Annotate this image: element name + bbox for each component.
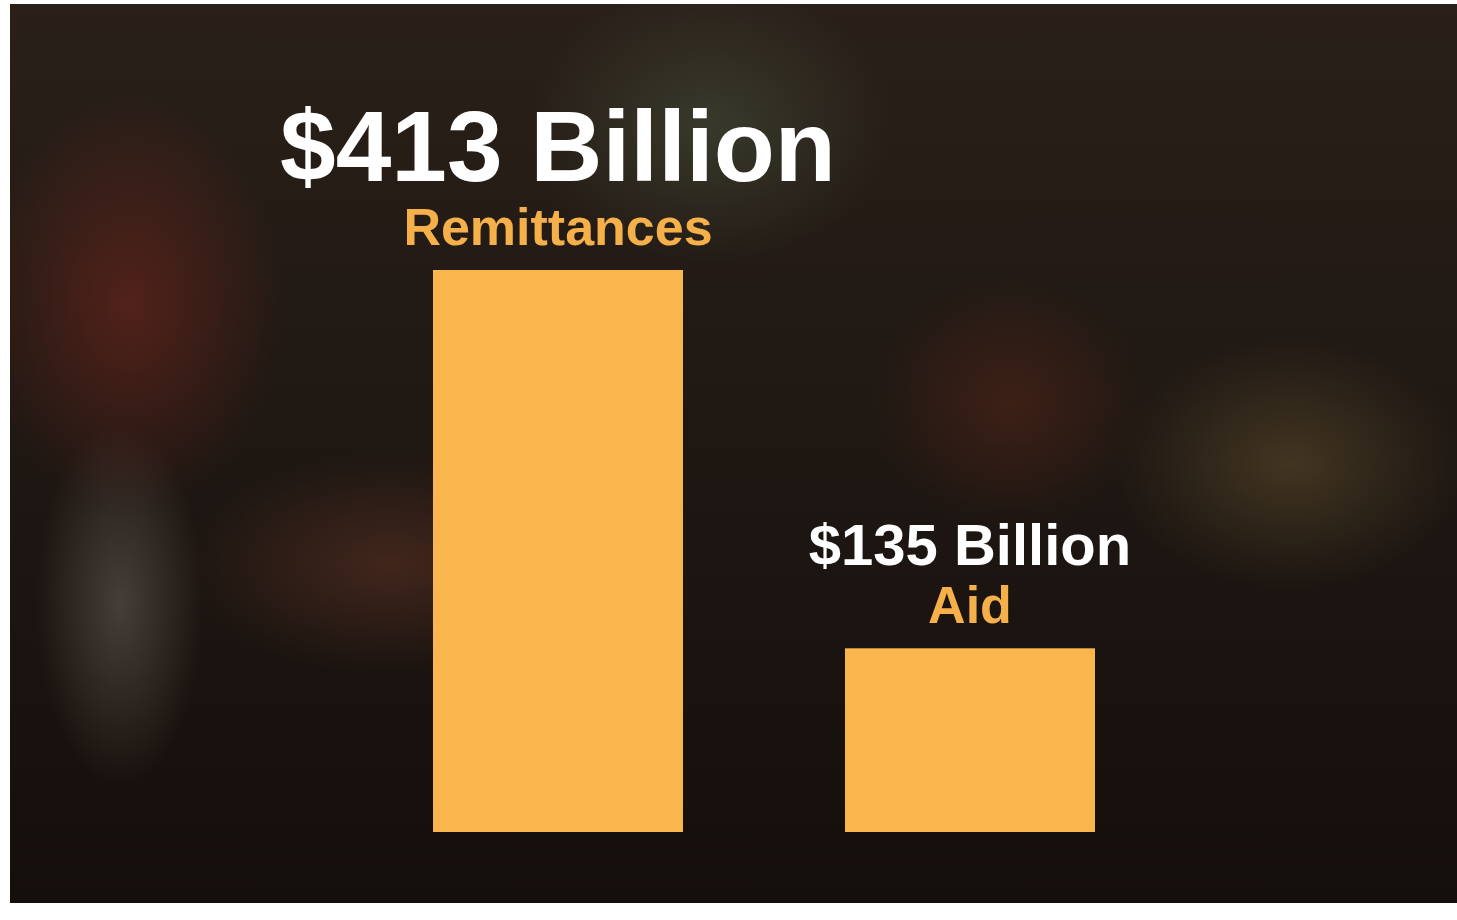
labels: Remittances$413 Billion Aid$135 Billion (280, 90, 1131, 634)
corner-patch (840, 903, 1457, 920)
stage: Remittances$413 Billion Aid$135 Billion (0, 0, 1457, 920)
category-label: Aid (928, 576, 1012, 634)
chart: Remittances$413 Billion Aid$135 Billion (0, 0, 1457, 920)
category-label: Remittances (403, 198, 712, 256)
value-label: $135 Billion (809, 512, 1131, 577)
value-label: $413 Billion (280, 90, 836, 202)
bar (845, 648, 1095, 832)
bar (433, 270, 683, 832)
